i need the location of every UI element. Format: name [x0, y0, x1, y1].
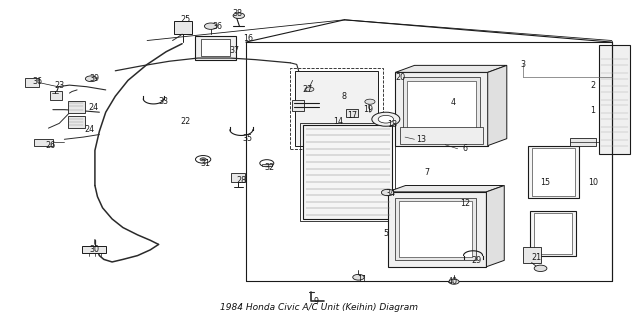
- Text: 28: 28: [236, 176, 246, 185]
- Text: 40: 40: [448, 277, 457, 286]
- Circle shape: [233, 13, 244, 19]
- Text: 24: 24: [85, 125, 95, 134]
- Bar: [396, 198, 476, 260]
- Circle shape: [85, 76, 97, 82]
- Text: 36: 36: [212, 22, 222, 31]
- Bar: [528, 146, 579, 198]
- Text: 16: 16: [242, 35, 253, 44]
- Text: 32: 32: [264, 163, 274, 172]
- Text: 10: 10: [588, 178, 598, 187]
- Circle shape: [449, 279, 459, 284]
- Polygon shape: [486, 186, 504, 267]
- Bar: [399, 201, 472, 257]
- Circle shape: [534, 265, 547, 271]
- Bar: [401, 126, 482, 144]
- Text: 22: 22: [180, 117, 190, 126]
- Text: 1984 Honda Civic A/C Unit (Keihin) Diagram: 1984 Honda Civic A/C Unit (Keihin) Diagr…: [220, 303, 418, 312]
- Bar: [303, 125, 392, 219]
- Text: 35: 35: [242, 134, 253, 143]
- Bar: [295, 71, 378, 146]
- Text: 34: 34: [385, 189, 396, 198]
- Text: 13: 13: [416, 135, 426, 144]
- Text: 29: 29: [471, 256, 482, 265]
- Bar: [25, 78, 39, 87]
- Text: 12: 12: [461, 198, 470, 207]
- Text: 1: 1: [590, 106, 595, 115]
- Polygon shape: [388, 186, 504, 192]
- Bar: [68, 116, 85, 128]
- Circle shape: [204, 23, 217, 29]
- Bar: [300, 123, 396, 220]
- Bar: [388, 192, 486, 267]
- Text: 3: 3: [520, 60, 525, 69]
- Text: 4: 4: [450, 98, 455, 107]
- Circle shape: [378, 116, 394, 123]
- Bar: [195, 36, 236, 60]
- Circle shape: [372, 112, 400, 126]
- Text: 5: 5: [383, 229, 389, 238]
- Bar: [82, 246, 107, 253]
- Text: 25: 25: [180, 15, 190, 24]
- Bar: [403, 77, 480, 139]
- Text: 9: 9: [313, 297, 318, 306]
- Text: 11: 11: [357, 275, 367, 284]
- Text: 30: 30: [90, 245, 100, 254]
- Bar: [407, 81, 476, 137]
- Text: 21: 21: [531, 253, 542, 262]
- Circle shape: [305, 87, 314, 92]
- Text: 37: 37: [230, 45, 240, 55]
- Text: 2: 2: [590, 81, 595, 90]
- Text: 27: 27: [302, 85, 313, 94]
- Text: 24: 24: [88, 103, 98, 112]
- Circle shape: [200, 158, 206, 161]
- Bar: [201, 39, 230, 56]
- Text: 18: 18: [387, 120, 397, 130]
- Text: 23: 23: [54, 81, 64, 90]
- Bar: [68, 101, 85, 113]
- Text: 15: 15: [540, 178, 550, 187]
- Text: 7: 7: [425, 168, 430, 177]
- Bar: [531, 148, 575, 196]
- Bar: [523, 247, 540, 263]
- Text: 14: 14: [333, 117, 343, 126]
- Text: 20: 20: [396, 73, 406, 82]
- Bar: [290, 68, 383, 149]
- Bar: [50, 91, 62, 100]
- Circle shape: [382, 189, 394, 196]
- Text: 33: 33: [158, 97, 168, 106]
- Text: 36: 36: [33, 77, 43, 86]
- Bar: [530, 211, 576, 256]
- Text: 39: 39: [90, 74, 100, 83]
- Bar: [570, 138, 596, 146]
- Bar: [599, 45, 630, 154]
- Polygon shape: [396, 65, 507, 72]
- Polygon shape: [487, 65, 507, 146]
- Bar: [174, 21, 191, 34]
- Bar: [34, 139, 53, 146]
- Circle shape: [365, 99, 375, 104]
- Bar: [231, 173, 245, 182]
- Text: 6: 6: [463, 144, 468, 153]
- Text: 26: 26: [45, 141, 56, 150]
- Text: 38: 38: [232, 9, 242, 18]
- Bar: [262, 164, 272, 166]
- Text: 17: 17: [347, 111, 357, 120]
- Text: 19: 19: [364, 105, 374, 114]
- Bar: [292, 100, 304, 111]
- Text: 31: 31: [201, 159, 211, 168]
- Bar: [534, 213, 572, 254]
- Text: 8: 8: [342, 92, 347, 101]
- Bar: [346, 109, 358, 117]
- Bar: [396, 72, 487, 146]
- Circle shape: [353, 274, 364, 280]
